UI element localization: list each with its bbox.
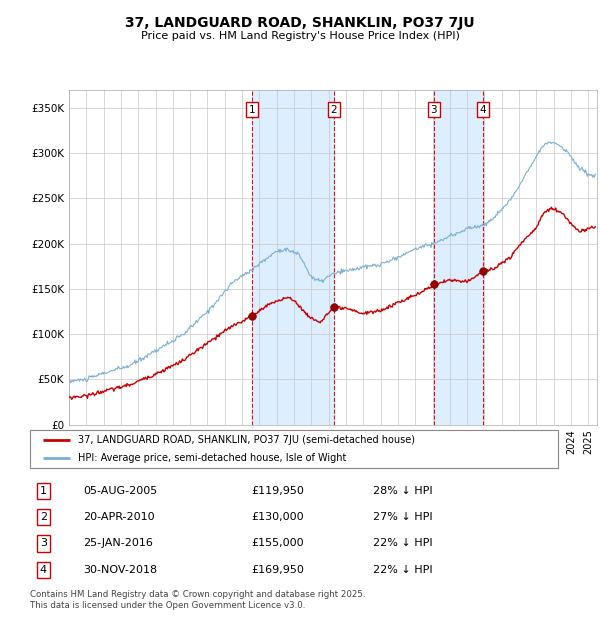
Text: 30-NOV-2018: 30-NOV-2018 — [83, 565, 157, 575]
Text: HPI: Average price, semi-detached house, Isle of Wight: HPI: Average price, semi-detached house,… — [77, 453, 346, 464]
Text: 05-AUG-2005: 05-AUG-2005 — [83, 485, 157, 496]
Text: 28% ↓ HPI: 28% ↓ HPI — [373, 485, 433, 496]
Bar — [434, 90, 483, 425]
Text: 27% ↓ HPI: 27% ↓ HPI — [373, 512, 433, 522]
Text: £169,950: £169,950 — [252, 565, 305, 575]
Text: 1: 1 — [249, 105, 256, 115]
Text: 22% ↓ HPI: 22% ↓ HPI — [373, 538, 433, 549]
Bar — [253, 90, 334, 425]
Text: 20-APR-2010: 20-APR-2010 — [83, 512, 154, 522]
Text: 3: 3 — [40, 538, 47, 549]
Text: £119,950: £119,950 — [252, 485, 305, 496]
Text: 22% ↓ HPI: 22% ↓ HPI — [373, 565, 433, 575]
Text: 2: 2 — [40, 512, 47, 522]
Text: 2: 2 — [331, 105, 337, 115]
Text: 3: 3 — [430, 105, 437, 115]
Text: 25-JAN-2016: 25-JAN-2016 — [83, 538, 152, 549]
Text: 4: 4 — [480, 105, 487, 115]
Text: Price paid vs. HM Land Registry's House Price Index (HPI): Price paid vs. HM Land Registry's House … — [140, 31, 460, 41]
Text: 37, LANDGUARD ROAD, SHANKLIN, PO37 7JU (semi-detached house): 37, LANDGUARD ROAD, SHANKLIN, PO37 7JU (… — [77, 435, 415, 445]
Text: Contains HM Land Registry data © Crown copyright and database right 2025.
This d: Contains HM Land Registry data © Crown c… — [30, 590, 365, 609]
Text: 4: 4 — [40, 565, 47, 575]
Text: £130,000: £130,000 — [252, 512, 304, 522]
Text: 37, LANDGUARD ROAD, SHANKLIN, PO37 7JU: 37, LANDGUARD ROAD, SHANKLIN, PO37 7JU — [125, 16, 475, 30]
Text: 1: 1 — [40, 485, 47, 496]
Text: £155,000: £155,000 — [252, 538, 304, 549]
